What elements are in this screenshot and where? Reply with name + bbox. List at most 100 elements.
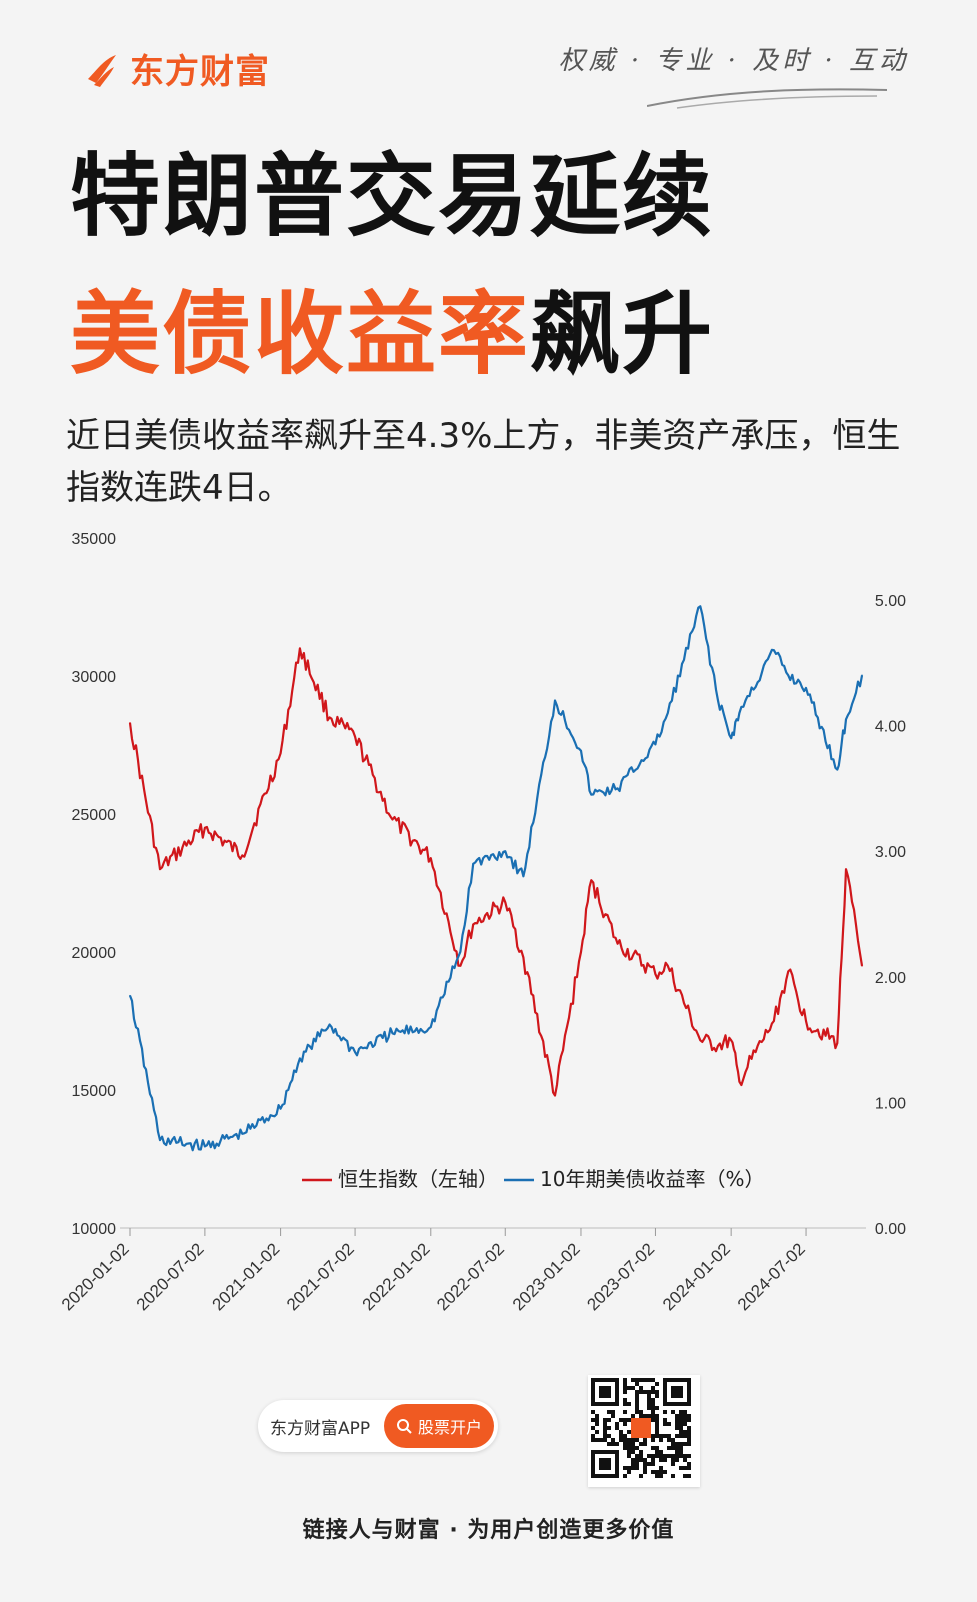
series-point <box>241 1133 244 1135</box>
subtitle: 近日美债收益率飙升至4.3%上方，非美资产承压，恒生指数连跌4日。 <box>66 416 901 508</box>
app-name: 东方财富APP <box>270 1418 371 1439</box>
series-point <box>666 712 669 714</box>
series-point <box>129 722 131 724</box>
headline-line2: 美债收益率飙升 <box>70 290 714 380</box>
series-point <box>805 1020 807 1022</box>
qr-code-image <box>591 1378 691 1478</box>
series-point <box>279 752 282 755</box>
series-point <box>204 827 206 829</box>
series-point <box>580 951 582 953</box>
series-point <box>472 862 474 865</box>
series-point <box>699 605 702 608</box>
x-tick-label: 2021-07-02 <box>283 1239 358 1314</box>
legend-label: 恒生指数（左轴） <box>338 1167 498 1191</box>
series-point <box>861 674 863 677</box>
footer-tagline: 链接人与财富 · 为用户创造更多价值 <box>302 1518 675 1543</box>
y-left-tick-label: 10000 <box>72 1221 117 1238</box>
series-point <box>861 965 863 967</box>
slogan-swoosh-decoration <box>647 88 887 109</box>
series-point <box>129 994 131 997</box>
app-download-pill[interactable]: 东方财富APP 股票开户 <box>258 1400 498 1452</box>
series-point <box>429 857 432 859</box>
brand-slogan: 权威 · 专业 · 及时 · 互动 <box>558 46 909 76</box>
headline-highlight: 美债收益率 <box>70 282 530 387</box>
open-account-button[interactable]: 股票开户 <box>383 1404 494 1448</box>
legend-label: 10年期美债收益率（%） <box>540 1167 764 1191</box>
series-point <box>554 699 556 702</box>
series-point <box>159 868 161 870</box>
series-point <box>717 1045 719 1047</box>
series-point <box>616 787 619 790</box>
x-tick-label: 2023-07-02 <box>583 1239 658 1314</box>
series-point <box>730 737 732 739</box>
x-tick-label: 2020-07-02 <box>133 1239 208 1314</box>
y-right-tick-label: 0.00 <box>875 1221 906 1238</box>
x-tick-label: 2024-01-02 <box>659 1239 734 1314</box>
headline-rest: 飙升 <box>530 282 714 387</box>
series-point <box>738 712 741 714</box>
y-right-tick-label: 3.00 <box>875 844 906 861</box>
x-tick-label: 2022-01-02 <box>359 1239 434 1314</box>
y-right-tick-label: 4.00 <box>875 719 906 736</box>
series-point <box>299 647 301 650</box>
brand-logo: 东方财富 <box>82 44 270 93</box>
series-point <box>279 1107 282 1110</box>
search-icon <box>396 1419 412 1434</box>
series-point <box>654 743 657 746</box>
series-point <box>580 749 582 752</box>
series-point <box>590 879 593 882</box>
series-point <box>730 1039 732 1042</box>
y-left-tick-label: 35000 <box>72 531 117 548</box>
series-point <box>522 875 525 878</box>
open-account-label: 股票开户 <box>417 1418 482 1437</box>
x-tick-label: 2023-01-02 <box>509 1239 584 1314</box>
x-tick-label: 2020-01-02 <box>58 1239 133 1314</box>
series-point <box>354 735 356 738</box>
series-point <box>845 868 847 870</box>
series-point <box>504 850 507 852</box>
series-point <box>836 768 839 771</box>
series-point <box>299 1057 301 1060</box>
series-point <box>159 1139 161 1141</box>
series-point <box>554 1094 556 1097</box>
series-point <box>328 716 331 719</box>
series-point <box>459 950 462 953</box>
brand-name: 东方财富 <box>130 52 270 92</box>
qr-code[interactable] <box>588 1375 700 1487</box>
y-left-tick-label: 25000 <box>72 807 117 824</box>
series-point <box>836 1042 839 1044</box>
x-tick-label: 2022-07-02 <box>433 1239 508 1314</box>
series-line <box>128 647 864 1097</box>
series-point <box>787 674 790 677</box>
series-point <box>504 901 507 904</box>
series-point <box>699 1039 702 1042</box>
series-point <box>429 1026 432 1028</box>
series-point <box>773 1020 775 1022</box>
series-point <box>391 1032 394 1035</box>
series-point <box>522 956 525 959</box>
headline-line1: 特朗普交易延续 <box>70 144 714 249</box>
x-tick-label: 2024-07-02 <box>734 1239 809 1314</box>
series-point <box>773 649 775 652</box>
series-point <box>590 793 593 796</box>
series-point <box>204 1145 206 1148</box>
chart-svg: 10000 15000 20000 25000 30000 35000 0.00 1.00 2.… <box>58 531 906 1314</box>
y-left-tick-label: 15000 <box>72 1083 117 1100</box>
series-point <box>241 854 244 857</box>
series-point <box>654 973 657 975</box>
series-point <box>459 965 462 967</box>
series-point <box>354 1051 356 1053</box>
series-point <box>845 718 847 721</box>
series-point <box>666 965 669 967</box>
series-point <box>391 818 394 821</box>
y-right-tick-label: 1.00 <box>875 1095 906 1112</box>
x-tick-label: 2021-01-02 <box>208 1239 283 1314</box>
series-point <box>805 687 807 689</box>
dual-axis-line-chart: 10000 15000 20000 25000 30000 35000 0.00 1.00 2.… <box>0 520 977 1380</box>
y-left-tick-label: 20000 <box>72 945 117 962</box>
series-point <box>616 942 619 945</box>
flame-logo-icon <box>88 54 116 87</box>
series-point <box>717 699 719 702</box>
y-left-tick-label: 30000 <box>72 669 117 686</box>
series-line <box>128 605 864 1152</box>
